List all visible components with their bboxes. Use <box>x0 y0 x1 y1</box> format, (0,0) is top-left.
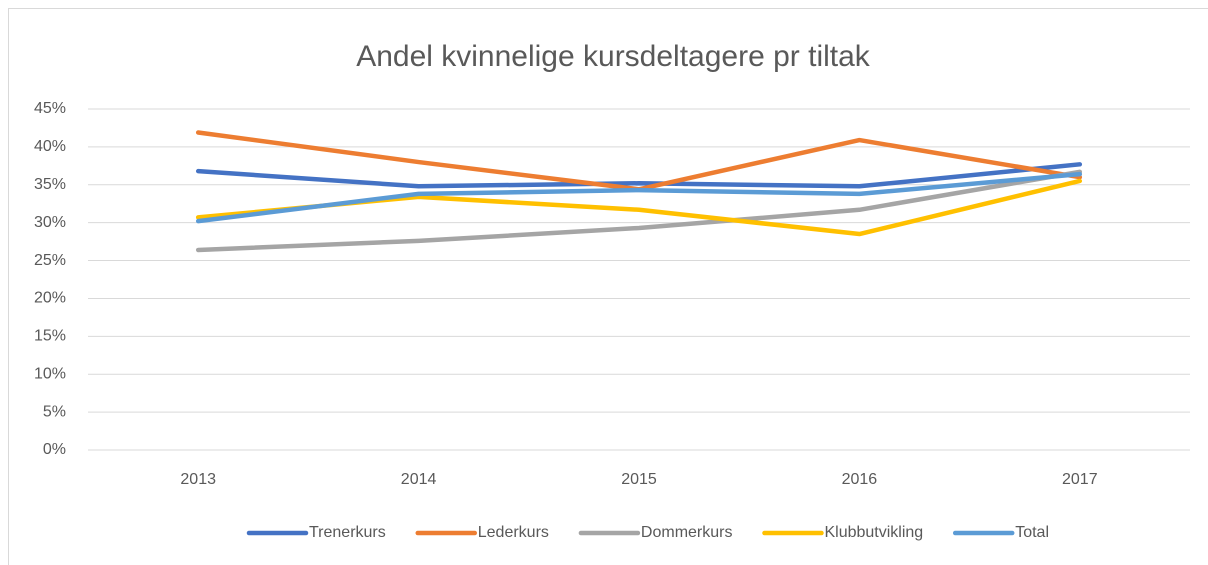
x-tick-label: 2013 <box>180 471 216 488</box>
y-tick-label: 30% <box>34 214 66 231</box>
x-tick-label: 2015 <box>621 471 657 488</box>
chart-frame <box>8 8 1208 565</box>
y-tick-label: 10% <box>34 365 66 382</box>
x-tick-label: 2017 <box>1062 471 1098 488</box>
x-tick-label: 2016 <box>842 471 878 488</box>
legend-label: Trenerkurs <box>309 524 386 541</box>
legend-label: Total <box>1015 524 1049 541</box>
y-tick-label: 0% <box>43 441 66 458</box>
y-tick-label: 25% <box>34 252 66 269</box>
legend-label: Klubbutvikling <box>824 524 923 541</box>
y-tick-label: 20% <box>34 290 66 307</box>
y-tick-label: 40% <box>34 138 66 155</box>
y-tick-label: 5% <box>43 403 66 420</box>
series-line <box>195 169 1083 253</box>
series-line <box>195 171 1083 224</box>
y-tick-label: 45% <box>34 100 66 117</box>
series-line <box>195 162 1083 189</box>
y-tick-label: 15% <box>34 328 66 345</box>
legend-label: Dommerkurs <box>641 524 733 541</box>
chart-title: Andel kvinnelige kursdeltagere pr tiltak <box>356 40 871 73</box>
y-tick-label: 35% <box>34 176 66 193</box>
x-tick-label: 2014 <box>401 471 437 488</box>
legend-label: Lederkurs <box>478 524 549 541</box>
